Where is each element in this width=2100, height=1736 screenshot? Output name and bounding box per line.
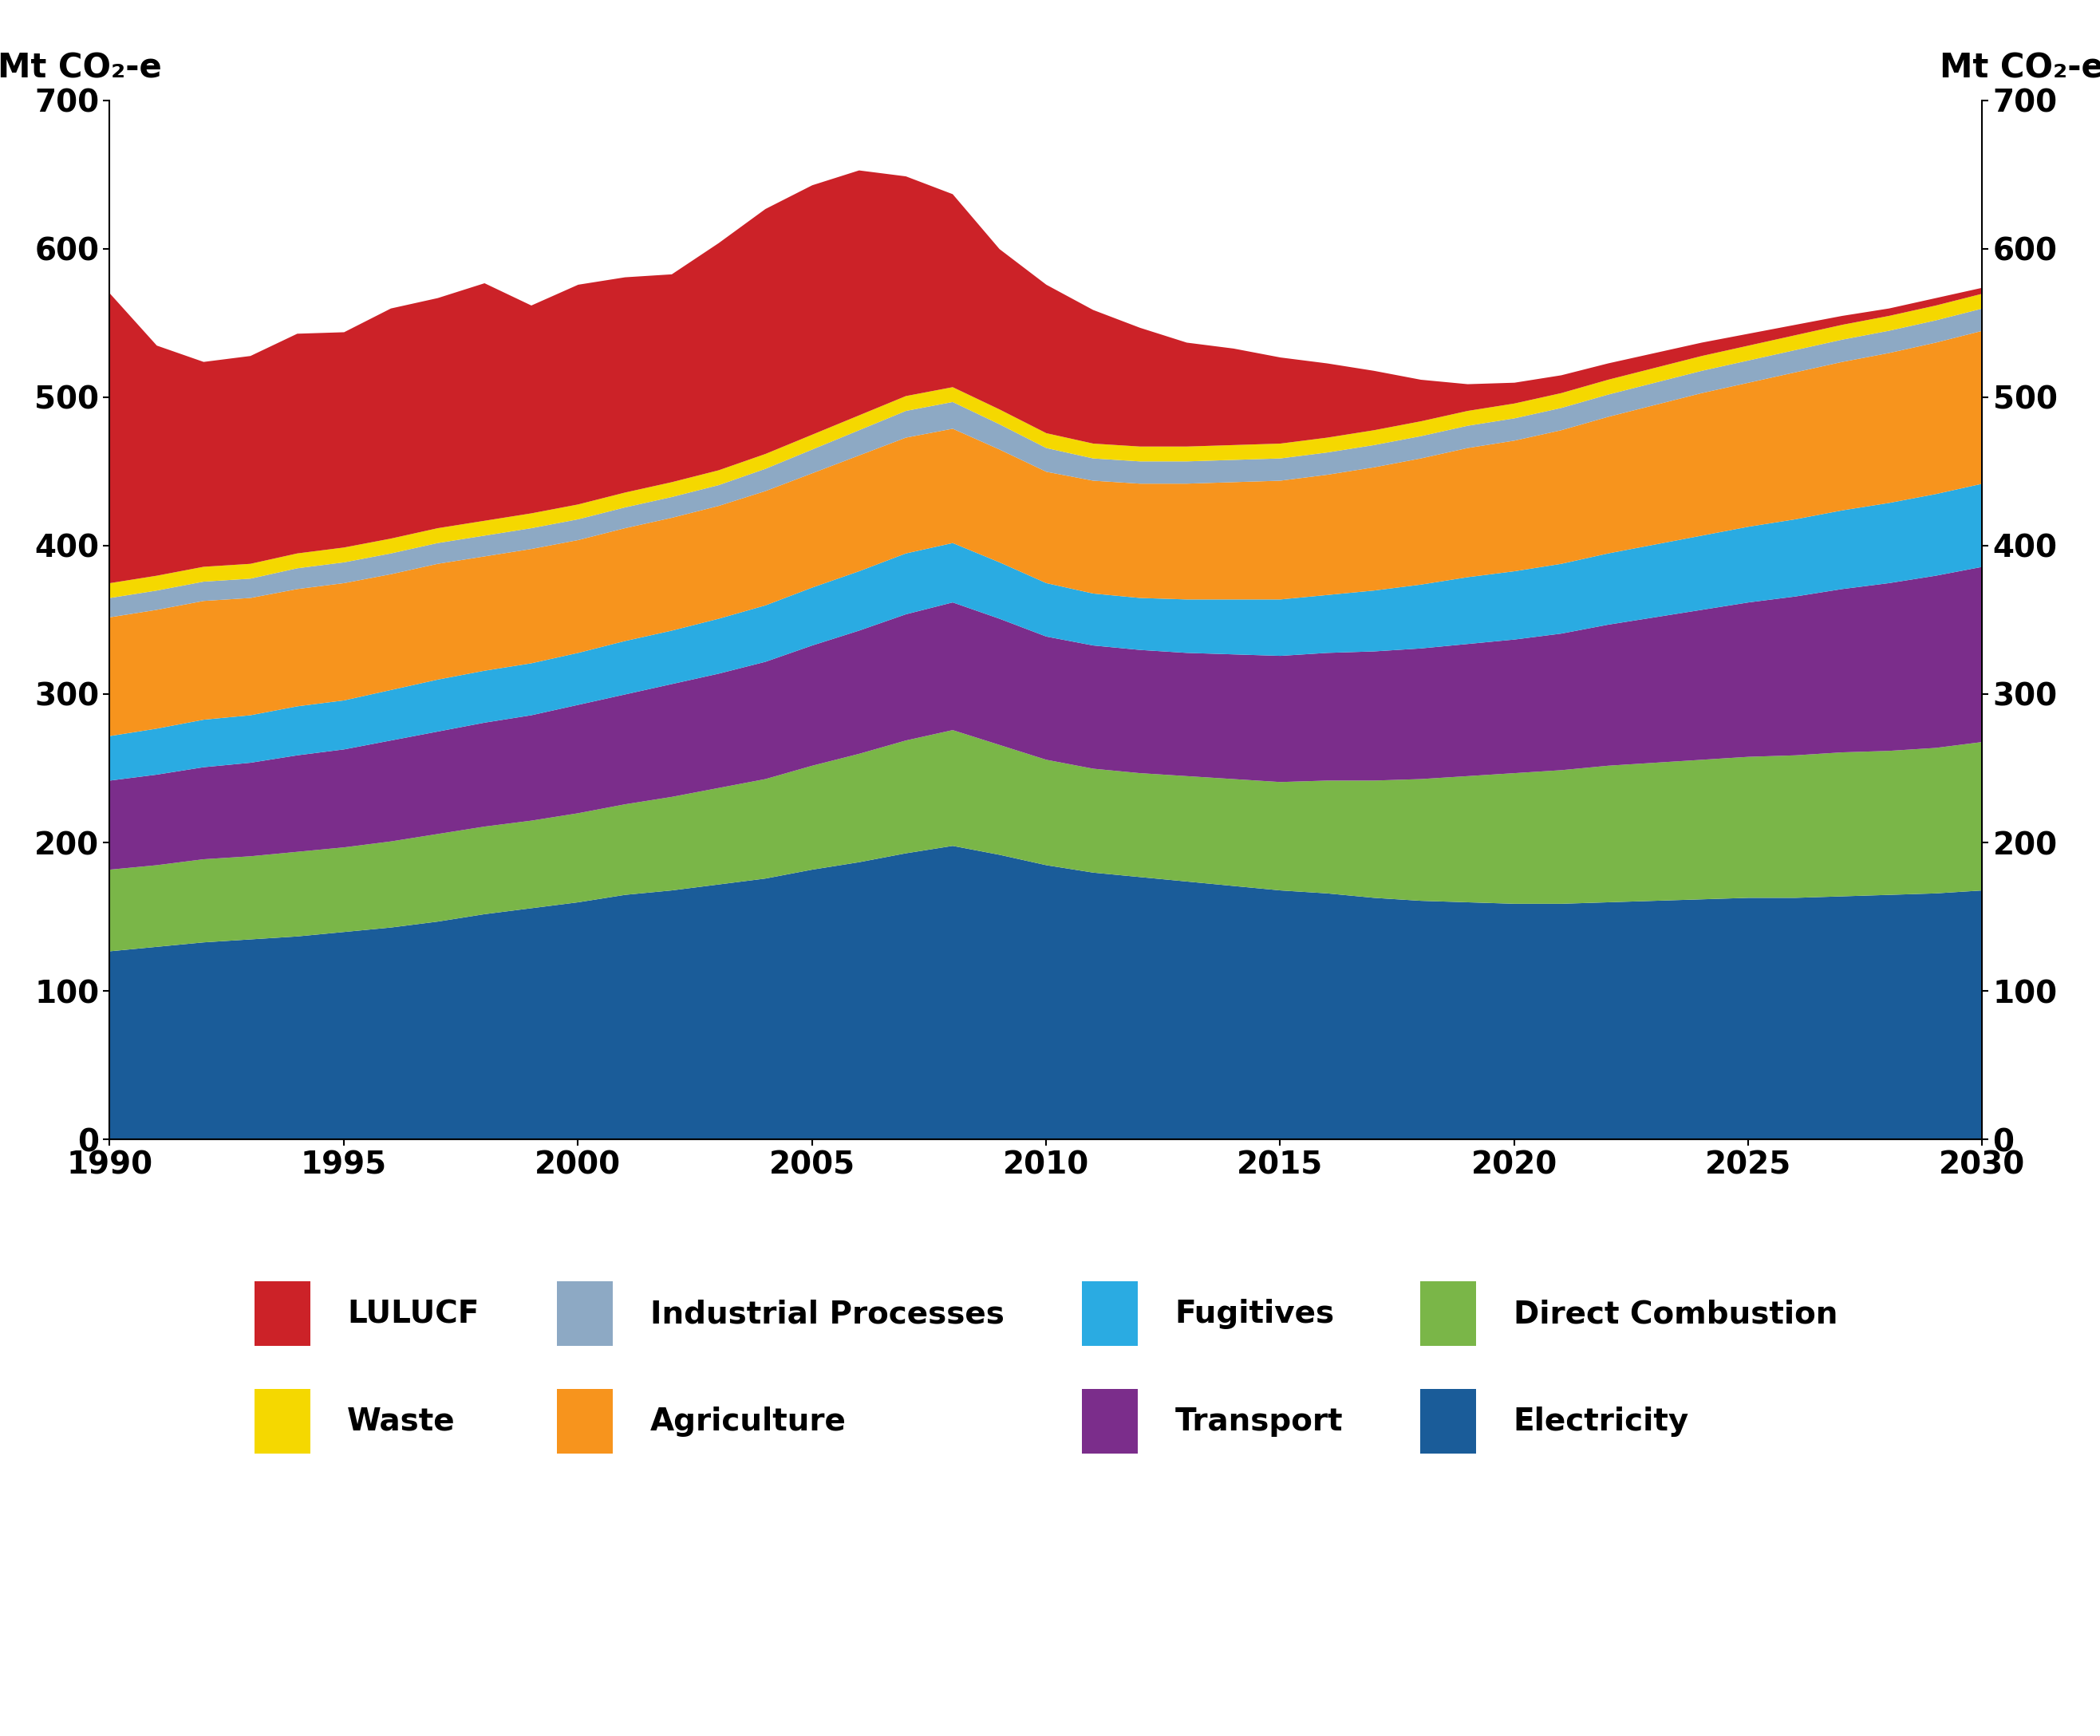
Legend: LULUCF, Waste, Industrial Processes, Agriculture, Fugitives, Transport, Direct C: LULUCF, Waste, Industrial Processes, Agr… [242, 1269, 1850, 1465]
Text: Mt CO₂-e: Mt CO₂-e [0, 50, 162, 85]
Text: Mt CO₂-e: Mt CO₂-e [1940, 50, 2100, 85]
